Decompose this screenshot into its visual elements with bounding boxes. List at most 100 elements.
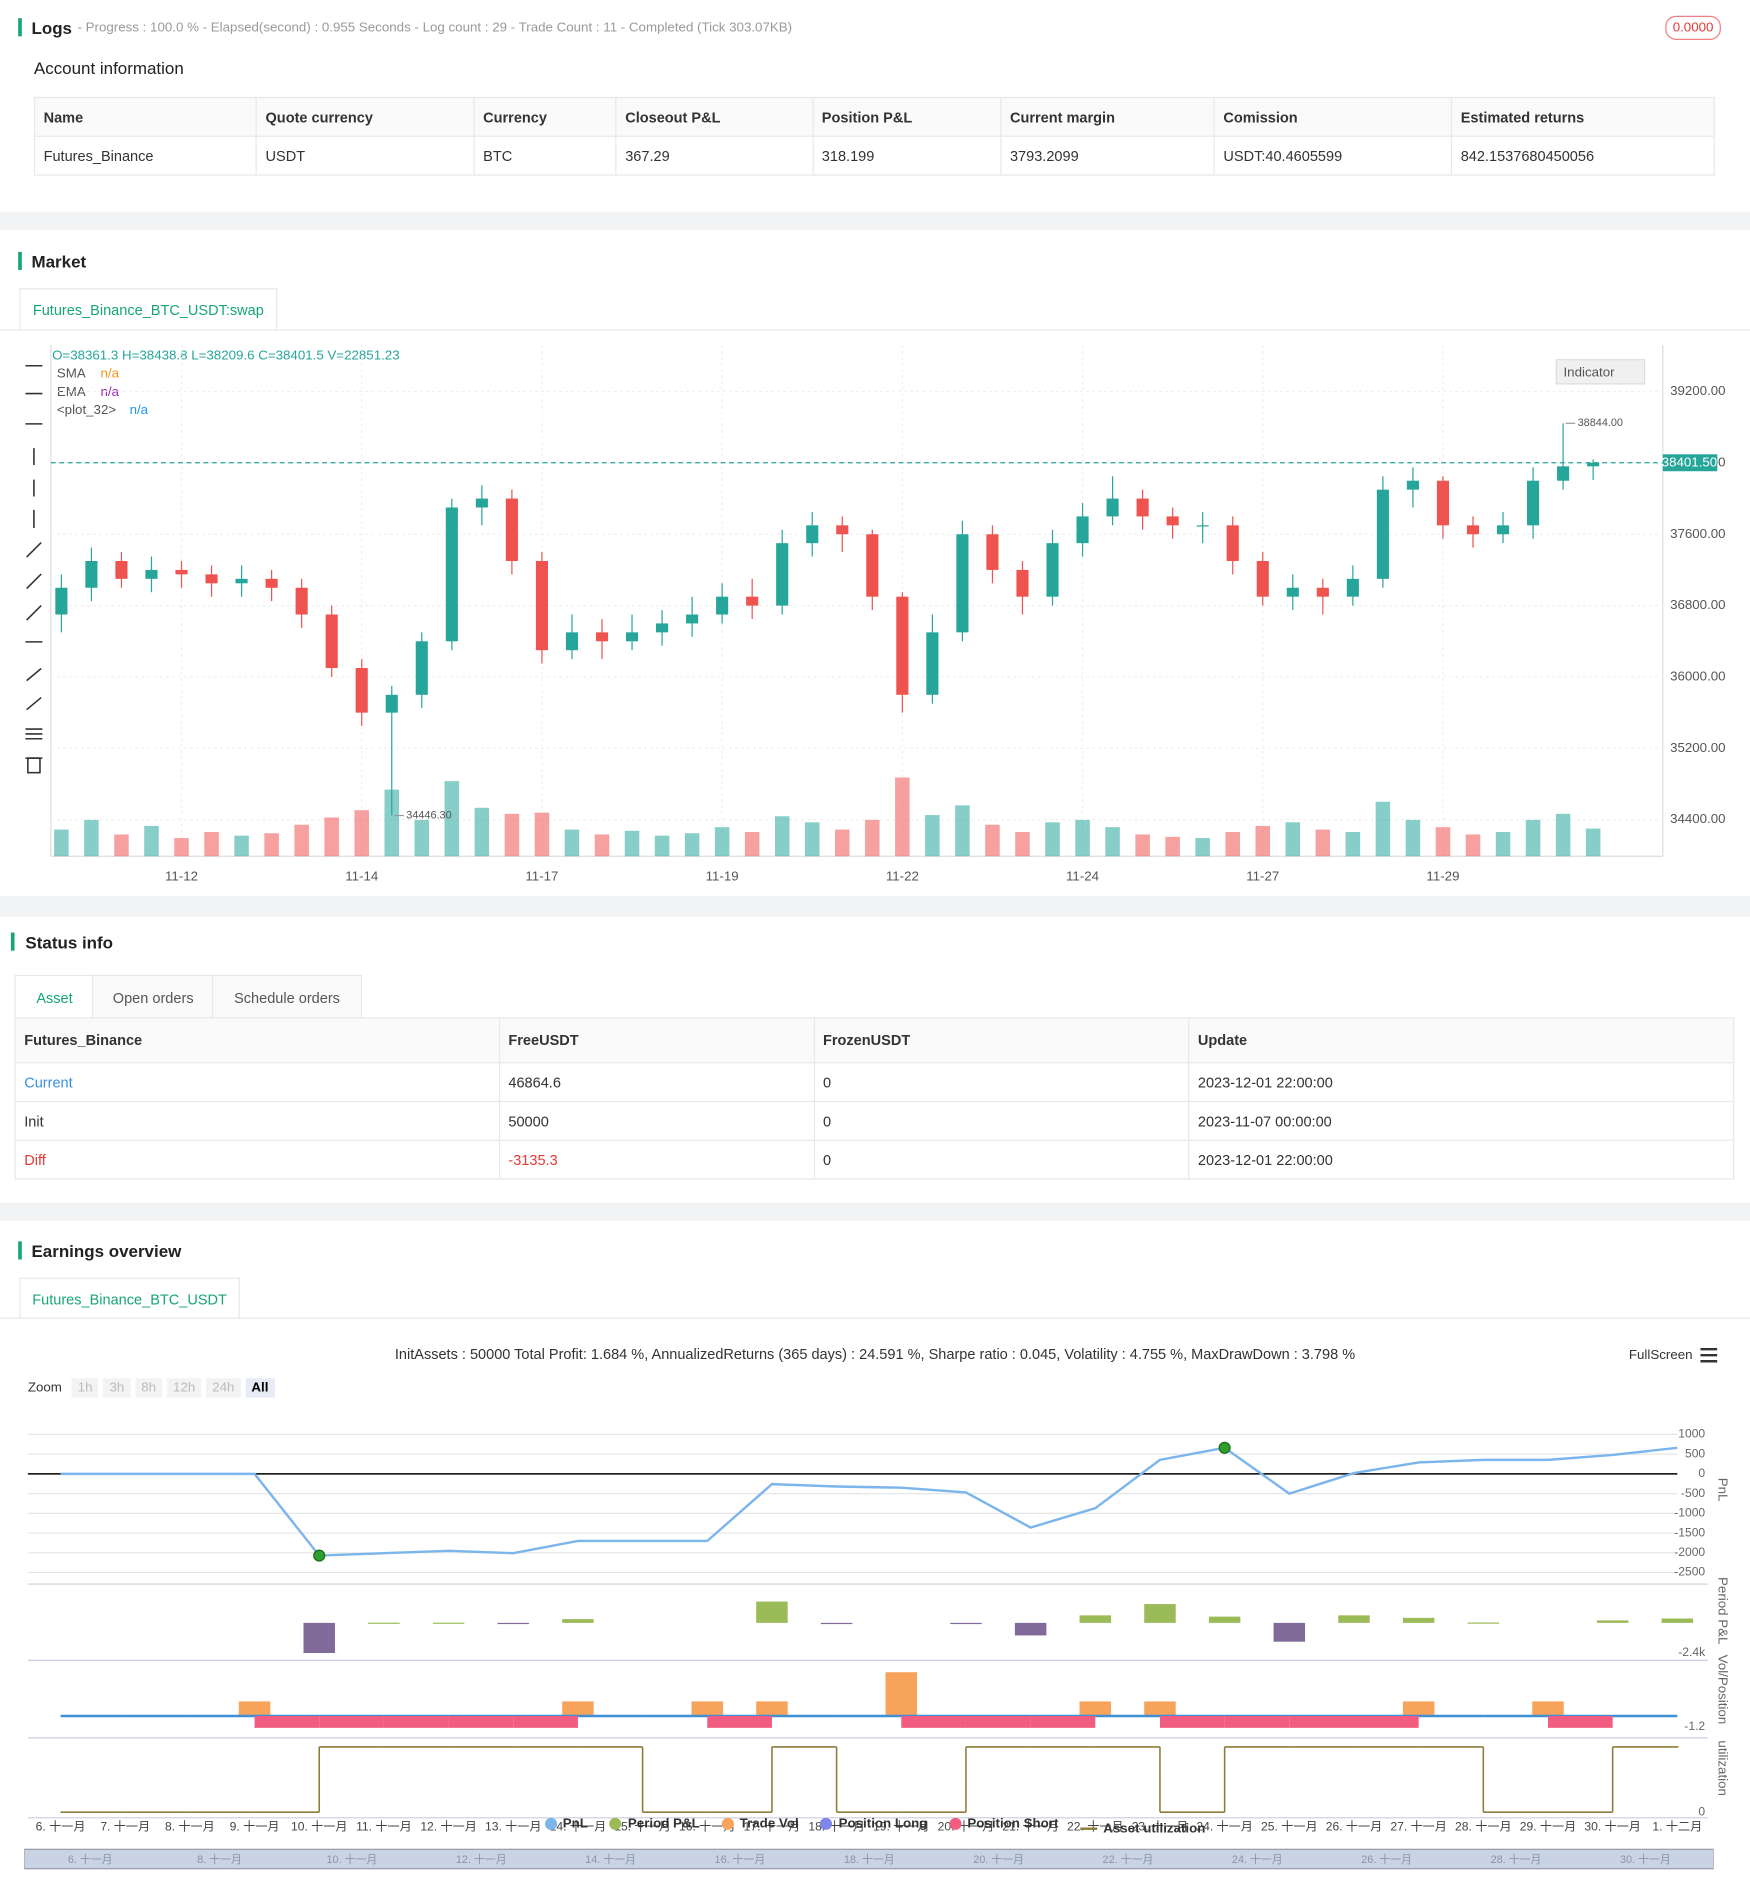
cell: Diff — [14, 1139, 500, 1180]
volume-bar — [144, 825, 159, 857]
zoom-button[interactable]: 24h — [206, 1378, 241, 1398]
navigator-label: 16. 十一月 — [715, 1852, 766, 1866]
volume-bar — [1375, 801, 1391, 857]
legend-item[interactable]: Period P&L — [609, 1817, 700, 1831]
legend-item[interactable]: Position Short — [949, 1817, 1058, 1831]
zoom-button[interactable]: 12h — [166, 1378, 202, 1398]
candle-body — [1166, 516, 1179, 526]
cell: Futures_Binance — [33, 135, 258, 176]
volume-bar — [594, 834, 610, 857]
candle-body — [1046, 543, 1059, 597]
legend: PnL Period P&L Trade Vol Position Long Posit… — [0, 1814, 1750, 1836]
bar — [691, 1701, 724, 1717]
candle-body — [535, 561, 548, 651]
menu-icon[interactable] — [1700, 1347, 1718, 1363]
volume-bar — [1075, 819, 1090, 857]
volume-bar — [564, 829, 580, 857]
earnings-tab[interactable]: Futures_Binance_BTC_USDT — [19, 1277, 240, 1319]
toolbar — [25, 364, 43, 774]
y-tick-label: -1500 — [1674, 1525, 1705, 1539]
legend-item[interactable]: Position Long — [820, 1817, 927, 1831]
candle-chart: O=38361.3 H=38438.8 L=38209.6 C=38401.5 … — [50, 345, 1726, 883]
bar — [1338, 1615, 1370, 1623]
zoom-label: Zoom — [27, 1380, 62, 1396]
zoom-button[interactable]: 8h — [135, 1378, 163, 1398]
bar — [1402, 1701, 1435, 1717]
zoom-button[interactable]: 3h — [103, 1378, 131, 1398]
x-tick-label: 6. 十一月 — [36, 1820, 86, 1834]
zoom-button[interactable]: 1h — [71, 1378, 99, 1398]
x-tick-label: 11-17 — [525, 868, 558, 883]
last-price-label: 38401.50 — [1662, 454, 1718, 469]
volume-bar — [354, 810, 369, 857]
candle-body — [1136, 498, 1149, 517]
cell: -3135.3 — [498, 1139, 815, 1180]
bar — [303, 1622, 335, 1653]
cell: 3793.2099 — [1000, 135, 1215, 176]
candle-body — [175, 569, 188, 575]
navigator-label: 14. 十一月 — [585, 1852, 636, 1866]
badge[interactable]: 0.0000 — [1665, 15, 1721, 40]
indicator-button[interactable] — [1555, 359, 1646, 385]
x-tick-label: 25. 十一月 — [1261, 1820, 1318, 1834]
candle-body — [656, 623, 669, 633]
y-tick-label: -2.4k — [1678, 1645, 1706, 1659]
candle-body — [806, 525, 819, 544]
candle-body — [205, 574, 218, 584]
y-tick-label: 36800.00 — [1670, 597, 1726, 612]
fullscreen[interactable]: FullScreen — [1628, 1347, 1693, 1363]
volume-bar — [234, 835, 249, 857]
legend-item[interactable]: PnL — [544, 1817, 588, 1831]
cell: 0 — [813, 1139, 1190, 1180]
volume-bar — [1225, 832, 1240, 857]
candle-body — [565, 632, 579, 651]
volume-bar — [744, 832, 760, 857]
legend-swatch — [949, 1817, 962, 1830]
candle-body — [776, 543, 789, 606]
navigator-label: 18. 十一月 — [844, 1852, 895, 1866]
earnings-title: Earnings overview — [31, 1241, 182, 1261]
short-bar — [1030, 1716, 1096, 1728]
volume-bar — [1465, 834, 1481, 857]
legend-value: n/a — [101, 366, 120, 381]
volume-bar — [114, 834, 129, 857]
row: Futures_Binance USDT BTC 367.29 318.199 3793.… — [33, 135, 1715, 176]
bar — [432, 1622, 465, 1624]
volume-bar — [1405, 819, 1421, 857]
x-tick-label: 23. 十一月 — [1132, 1820, 1189, 1834]
cell: USDT:40.4605599 — [1213, 135, 1453, 176]
candle-body — [55, 587, 68, 615]
y-tick-label: -2000 — [1674, 1545, 1705, 1559]
status-tab[interactable]: Asset — [14, 974, 95, 1019]
volume-bar — [714, 827, 730, 857]
legend-item[interactable]: Asset utilization — [1080, 1821, 1205, 1836]
status-tab[interactable]: Open orders — [92, 974, 215, 1019]
candle-body — [1527, 480, 1540, 526]
volume-bar — [264, 833, 279, 857]
candle-body — [445, 507, 458, 642]
x-tick-label: 26. 十一月 — [1326, 1820, 1383, 1834]
column-header: Name — [33, 96, 258, 137]
zoom-button[interactable]: All — [245, 1378, 275, 1398]
status-tab[interactable]: Schedule orders — [211, 974, 363, 1019]
bar — [562, 1619, 594, 1623]
candle-body — [235, 578, 248, 584]
volume-bar — [1555, 813, 1571, 857]
candle-body — [1557, 466, 1570, 481]
bar — [1144, 1701, 1176, 1717]
short-bar — [383, 1716, 449, 1728]
legend-swatch — [544, 1817, 557, 1830]
cell: 0 — [813, 1100, 1190, 1141]
navigator-label: 12. 十一月 — [456, 1852, 507, 1866]
market-tab[interactable]: Futures_Binance_BTC_USDT:swap — [19, 288, 278, 331]
candle-body — [355, 668, 368, 713]
candle-body — [1376, 489, 1389, 579]
y-tick-label: 1000 — [1678, 1427, 1705, 1441]
x-tick-label: 10. 十一月 — [291, 1820, 348, 1834]
legend-item[interactable]: Trade Vol — [721, 1817, 799, 1831]
candle-body — [896, 596, 909, 695]
candle-body — [1496, 525, 1510, 535]
y-tick-label: -500 — [1681, 1486, 1706, 1500]
candle-body — [145, 569, 158, 579]
zoom-bar: Zoom 1h 3h 8h 12h 24h All — [27, 1378, 279, 1398]
